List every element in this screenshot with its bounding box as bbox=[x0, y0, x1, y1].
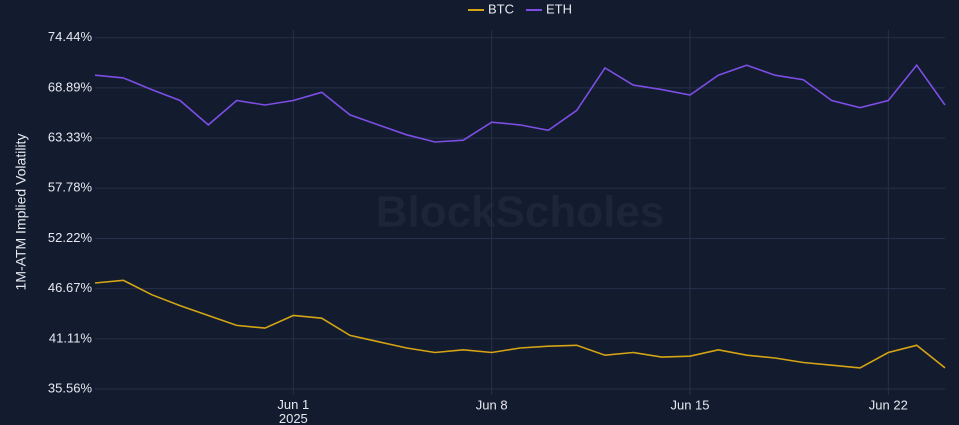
y-tick-label: 52.22% bbox=[48, 230, 93, 245]
watermark: BlockScholes bbox=[376, 188, 665, 237]
legend-label: BTC bbox=[488, 1, 514, 16]
y-tick-label: 63.33% bbox=[48, 130, 93, 145]
y-tick-label: 41.11% bbox=[49, 330, 93, 345]
x-tick-label: Jun 22 bbox=[869, 397, 908, 412]
x-tick-label: Jun 8 bbox=[476, 397, 508, 412]
y-tick-label: 74.44% bbox=[48, 29, 93, 44]
x-tick-label: Jun 1 2025 bbox=[277, 397, 309, 425]
line bbox=[94, 279, 946, 369]
line bbox=[94, 63, 946, 143]
y-tick-label: 46.67% bbox=[48, 280, 93, 295]
x-tick-label: Jun 15 bbox=[670, 397, 709, 412]
y-axis-title: 1M-ATM Implied Volatility bbox=[13, 134, 29, 291]
legend-label: ETH bbox=[546, 1, 572, 16]
y-tick-label: 35.56% bbox=[48, 380, 93, 395]
y-tick-label: 57.78% bbox=[48, 180, 93, 195]
y-tick-label: 68.89% bbox=[48, 79, 93, 94]
